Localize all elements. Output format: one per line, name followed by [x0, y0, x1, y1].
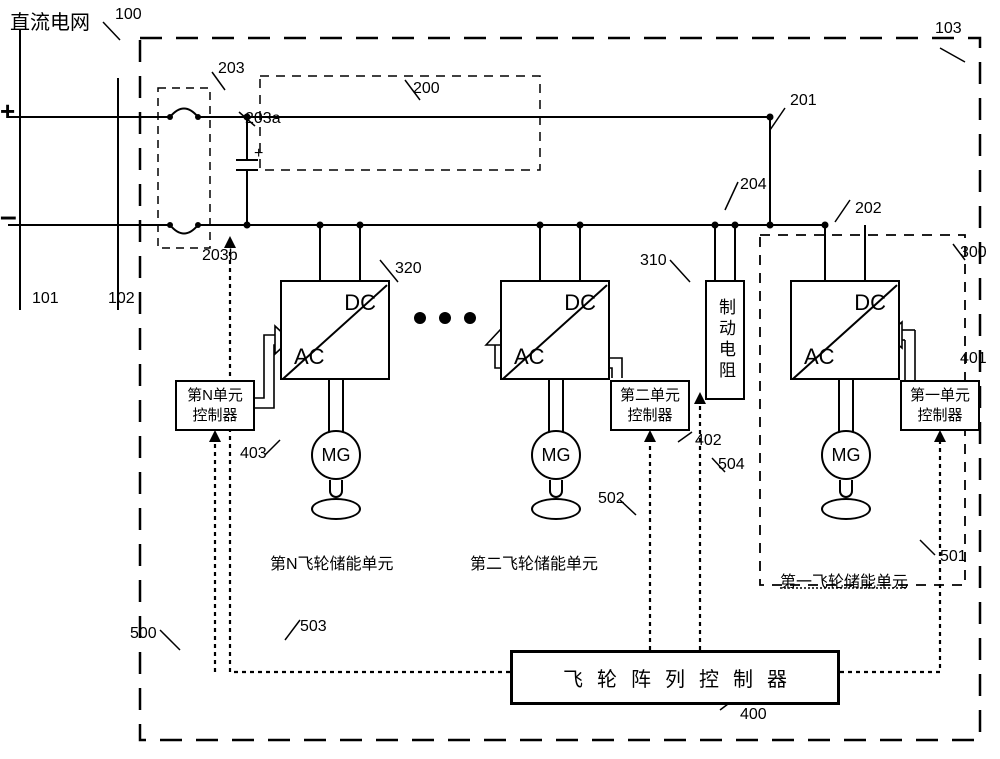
ac-label: AC — [804, 344, 835, 370]
unit-ctrl-1: 第一单元 控制器 — [900, 380, 980, 431]
ref-102: 102 — [108, 290, 135, 308]
dc-label: DC — [344, 290, 376, 316]
flywheel-n — [311, 480, 361, 520]
ref-400: 400 — [740, 706, 767, 724]
ref-500: 500 — [130, 625, 157, 643]
ref-401: 401 — [960, 350, 987, 368]
ref-101: 101 — [32, 290, 59, 308]
unit-ctrl-n: 第N单元 控制器 — [175, 380, 255, 431]
ref-310: 310 — [640, 252, 667, 270]
ctrl-1-label: 第一单元 控制器 — [910, 387, 970, 424]
flywheel-2 — [531, 480, 581, 520]
ref-203: 203 — [218, 60, 245, 78]
converter-1: DC AC — [790, 280, 900, 380]
ref-300: 300 — [960, 244, 987, 262]
converter-n: DC AC — [280, 280, 390, 380]
ref-503: 503 — [300, 618, 327, 636]
ref-201: 201 — [790, 92, 817, 110]
flywheel-array-controller: 飞轮阵列控制器 — [510, 650, 840, 705]
ctrl-2-label: 第二单元 控制器 — [620, 387, 680, 424]
converter-2: DC AC — [500, 280, 610, 380]
minus-terminal: – — [0, 200, 17, 234]
unit-1-caption: 第一飞轮储能单元 — [780, 568, 908, 592]
unit-2-caption: 第二飞轮储能单元 — [470, 550, 598, 574]
ref-203b: 203b — [202, 247, 238, 265]
unit-ctrl-2: 第二单元 控制器 — [610, 380, 690, 431]
ref-204: 204 — [740, 176, 767, 194]
ref-504: 504 — [718, 456, 745, 474]
mg-2: MG — [531, 430, 581, 480]
mg-1: MG — [821, 430, 871, 480]
ref-402: 402 — [695, 432, 722, 450]
ref-100: 100 — [115, 6, 142, 24]
ctrl-n-label: 第N单元 控制器 — [187, 387, 243, 424]
ref-403: 403 — [240, 445, 267, 463]
unit-n-caption: 第N飞轮储能单元 — [270, 550, 394, 574]
dc-label: DC — [564, 290, 596, 316]
grid-title: 直流电网 — [10, 6, 90, 35]
ref-501: 501 — [940, 548, 967, 566]
ac-label: AC — [514, 344, 545, 370]
mg-n: MG — [311, 430, 361, 480]
flywheel-1 — [821, 480, 871, 520]
brake-resistor: 制动电阻 — [705, 280, 745, 400]
plus-terminal: + — [0, 96, 15, 127]
ref-103: 103 — [935, 20, 962, 38]
ref-320: 320 — [395, 260, 422, 278]
ref-502: 502 — [598, 490, 625, 508]
svg-text:+: + — [254, 145, 263, 162]
ref-202: 202 — [855, 200, 882, 218]
ref-200: 200 — [413, 80, 440, 98]
ac-label: AC — [294, 344, 325, 370]
ref-203a: 203a — [245, 110, 281, 128]
dc-label: DC — [854, 290, 886, 316]
